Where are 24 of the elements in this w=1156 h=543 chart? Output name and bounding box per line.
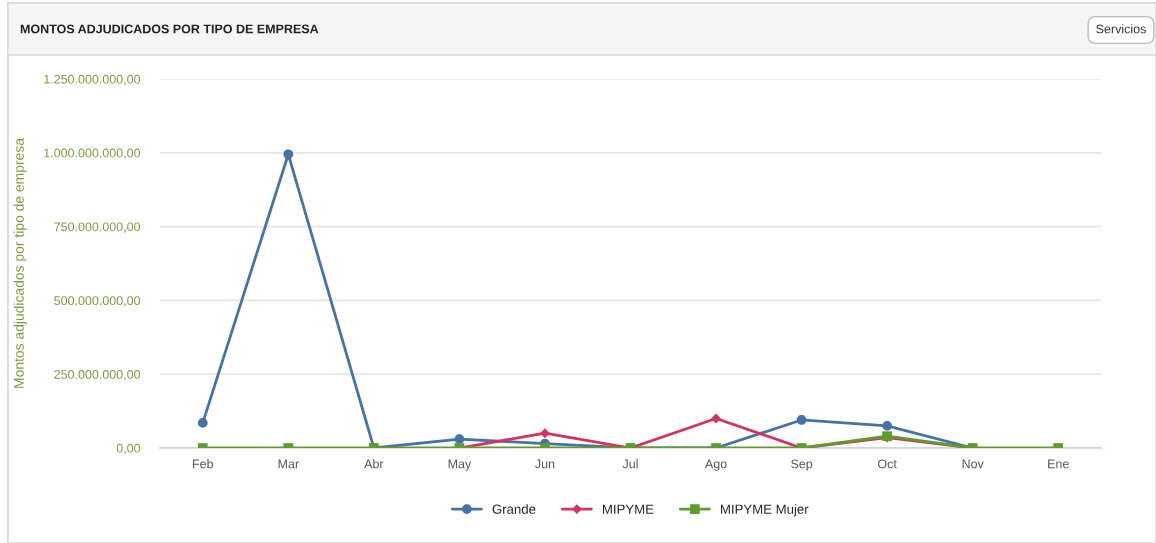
x-tick-label: Jul [622, 459, 638, 469]
y-tick-label: 500.000.000,00 [54, 296, 141, 307]
legend-label: MIPYME [603, 504, 654, 514]
text: Servicios [1096, 24, 1146, 34]
x-tick-label: Feb [193, 459, 214, 469]
x-tick-label: Ene [1048, 459, 1069, 469]
x-tick-label: Sep [791, 459, 813, 471]
x-tick-label: Oct [878, 459, 897, 469]
y-tick-label: 0,00 [116, 443, 141, 455]
x-tick-label: Mar [278, 459, 299, 469]
chart-title: MONTOS ADJUDICADOS POR TIPO DE EMPRESA [20, 24, 319, 34]
x-tick-label: Jun [535, 459, 555, 469]
x-tick-label: Ago [704, 459, 727, 471]
y-tick-label: 1.000.000.000,00 [44, 148, 141, 159]
legend-label: Grande [492, 504, 536, 514]
x-tick-label: Abr [364, 459, 384, 469]
y-axis-title: Montos adjudicados por tipo de empresa [13, 138, 27, 388]
y-tick-label: 250.000.000,00 [54, 370, 141, 381]
x-tick-label: May [448, 459, 472, 471]
y-tick-label: 750.000.000,00 [54, 222, 141, 233]
y-tick-label: 1.250.000.000,00 [44, 74, 141, 86]
x-tick-label: Nov [962, 459, 984, 469]
legend-label: MIPYME Mujer [721, 504, 809, 517]
point [283, 149, 294, 160]
